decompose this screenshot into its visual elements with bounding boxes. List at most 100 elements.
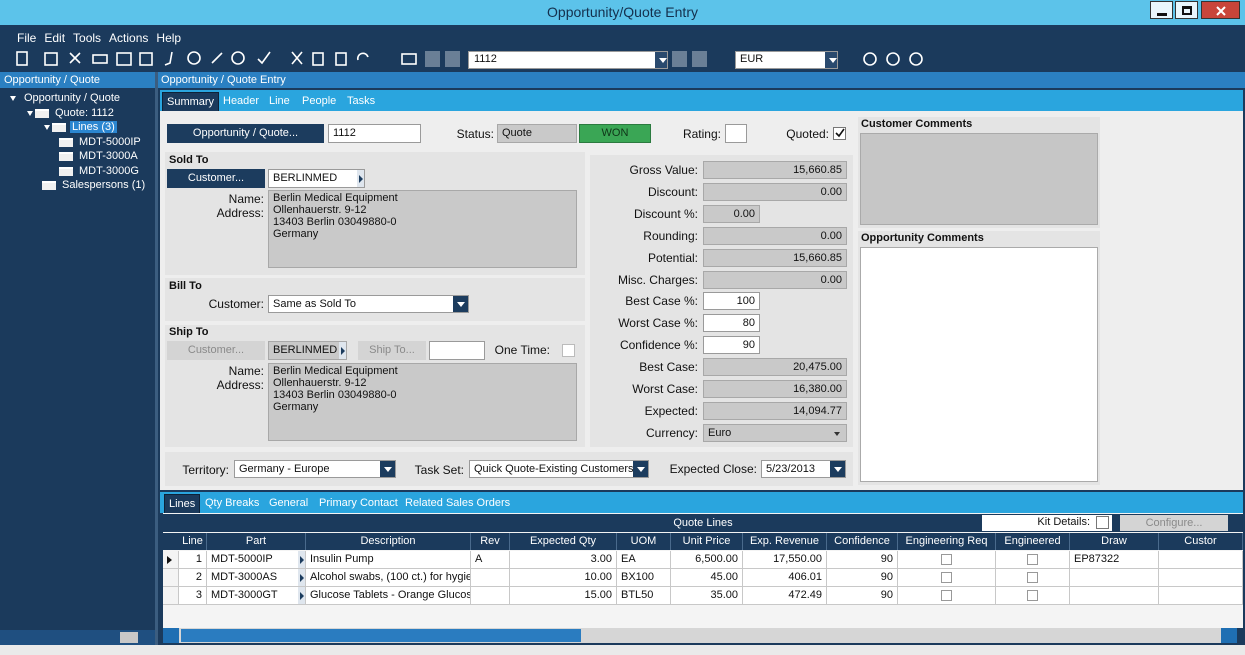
ship-to-field[interactable] [429, 341, 485, 360]
tab[interactable]: General [269, 497, 309, 509]
tree-node[interactable]: MDT-5000IP [79, 135, 141, 148]
grid-cell[interactable] [996, 587, 1070, 605]
grid-cell[interactable]: BTL50 [617, 587, 671, 605]
maximize-button[interactable] [1175, 1, 1198, 19]
field-value[interactable]: 90 [703, 336, 760, 355]
checkbox[interactable] [941, 572, 952, 583]
tab[interactable]: Related Sales Orders [405, 497, 511, 509]
checkbox[interactable] [941, 554, 952, 565]
bill-to-customer[interactable]: Same as Sold To [268, 295, 469, 313]
grid-cell[interactable] [898, 551, 996, 569]
tab[interactable]: People [302, 95, 337, 107]
column-header[interactable]: Unit Price [671, 533, 743, 550]
column-header[interactable]: Expected Qty [510, 533, 617, 550]
grid-cell[interactable]: EP87322 [1070, 551, 1159, 569]
minimize-button[interactable] [1150, 1, 1173, 19]
territory[interactable]: Germany - Europe [234, 460, 396, 478]
tab[interactable]: Primary Contact [319, 497, 398, 509]
grid-scrollbar[interactable] [163, 628, 1237, 643]
column-header[interactable]: UOM [617, 533, 671, 550]
grid-cell[interactable]: A [471, 551, 510, 569]
grid-cell[interactable]: 90 [827, 551, 898, 569]
tree-node[interactable]: MDT-3000A [79, 150, 138, 162]
menu-item[interactable]: Edit [44, 31, 66, 45]
grid-cell[interactable]: 90 [827, 587, 898, 605]
ship-to-customer-button[interactable]: Customer... [167, 341, 265, 360]
grid-cell[interactable]: Alcohol swabs, (100 ct.) for hygien [306, 569, 471, 587]
tab[interactable]: Line [269, 95, 290, 107]
grid-cell[interactable]: 1 [179, 551, 207, 569]
column-header[interactable]: Draw [1070, 533, 1159, 550]
column-header[interactable]: Custor [1159, 533, 1243, 550]
grid-cell[interactable]: 3 [179, 587, 207, 605]
task-set[interactable]: Quick Quote-Existing Customers [469, 460, 649, 478]
grid-cell[interactable]: Insulin Pump [306, 551, 471, 569]
scroll-right[interactable] [1221, 628, 1237, 643]
grid-cell[interactable]: 90 [827, 569, 898, 587]
tree-node[interactable]: MDT-3000G [79, 164, 139, 177]
grid-cell[interactable]: MDT-3000AS [207, 569, 306, 587]
tab[interactable]: Lines [164, 494, 201, 513]
grid-cell[interactable] [996, 569, 1070, 587]
tree-node[interactable]: Lines (3) [70, 121, 117, 133]
grid-cell[interactable]: EA [617, 551, 671, 569]
checkbox[interactable] [1027, 554, 1038, 565]
column-header[interactable]: Confidence [827, 533, 898, 550]
column-header[interactable]: Exp. Revenue [743, 533, 827, 550]
grid-cell[interactable]: 10.00 [510, 569, 617, 587]
grid-cell[interactable]: 406.01 [743, 569, 827, 587]
tree-node[interactable]: Opportunity / Quote [24, 92, 120, 104]
grid-cell[interactable] [1159, 569, 1243, 587]
grid-cell[interactable]: 45.00 [671, 569, 743, 587]
grid-cell[interactable] [1159, 551, 1243, 569]
sold-to-customer-id[interactable]: BERLINMED [268, 169, 365, 188]
configure-button[interactable]: Configure... [1120, 515, 1228, 531]
sold-to-customer-button[interactable]: Customer... [167, 169, 265, 188]
grid-cell[interactable]: 35.00 [671, 587, 743, 605]
currency-input[interactable]: EUR [735, 51, 838, 69]
column-header[interactable]: Rev [471, 533, 510, 550]
quote-button[interactable]: Opportunity / Quote... [167, 124, 324, 143]
tab[interactable]: Summary [162, 92, 220, 111]
menu-item[interactable]: File [17, 31, 37, 45]
customer-comments-box[interactable] [860, 133, 1098, 225]
checkbox[interactable] [1027, 590, 1038, 601]
grid-cell[interactable] [1070, 587, 1159, 605]
grid-cell[interactable]: 3.00 [510, 551, 617, 569]
grid-cell[interactable] [471, 587, 510, 605]
splitter[interactable] [155, 72, 158, 645]
grid-cell[interactable] [471, 569, 510, 587]
quote-number-input[interactable]: 1112 [468, 51, 668, 69]
ship-to-customer-id[interactable]: BERLINMED [268, 341, 347, 360]
menu-item[interactable]: Help [156, 31, 182, 45]
rating-field[interactable] [725, 124, 747, 143]
grid-cell[interactable]: Glucose Tablets - Orange Glucose [306, 587, 471, 605]
field-value[interactable]: 100 [703, 292, 760, 311]
expected-close[interactable]: 5/23/2013 [761, 460, 846, 478]
quoted-checkbox[interactable] [833, 127, 846, 140]
checkbox[interactable] [1027, 572, 1038, 583]
grid-cell[interactable]: BX100 [617, 569, 671, 587]
quote-number-field[interactable]: 1112 [328, 124, 421, 143]
column-header[interactable]: Engineered [996, 533, 1070, 550]
grid-cell[interactable]: 17,550.00 [743, 551, 827, 569]
grid-cell[interactable] [898, 587, 996, 605]
tree-node[interactable]: Salespersons (1) [62, 179, 146, 191]
grid-cell[interactable] [1070, 569, 1159, 587]
menu-item[interactable]: Actions [109, 31, 149, 45]
one-time-checkbox[interactable] [562, 344, 575, 357]
column-header[interactable]: Part [207, 533, 306, 550]
field-value[interactable]: Euro [703, 423, 847, 442]
grid-cell[interactable] [1159, 587, 1243, 605]
kit-details-checkbox[interactable] [1096, 516, 1109, 529]
grid-cell[interactable]: 2 [179, 569, 207, 587]
field-value[interactable]: 80 [703, 314, 760, 333]
grid-cell[interactable]: MDT-3000GT [207, 587, 306, 605]
grid-cell[interactable] [898, 569, 996, 587]
ship-to-button[interactable]: Ship To... [358, 341, 426, 360]
grid-cell[interactable]: 6,500.00 [671, 551, 743, 569]
column-header[interactable]: Description [306, 533, 471, 550]
column-header[interactable]: Line [179, 533, 207, 550]
tree-node[interactable]: Quote: 1112 [55, 106, 114, 119]
tree-scrollbar[interactable] [0, 630, 155, 645]
